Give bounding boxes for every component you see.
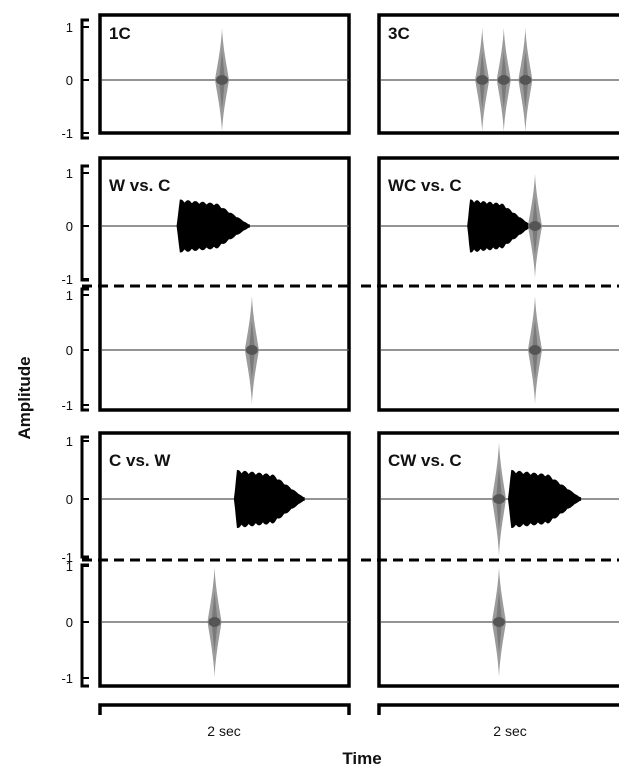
panel-label: 3C [388, 24, 410, 43]
click-event [244, 296, 259, 404]
y-tick-label: 1 [66, 288, 73, 303]
panel-c-vs-w: C vs. W [82, 431, 351, 688]
click-event [207, 567, 222, 677]
y-scale-5: 1 0 -1 [61, 559, 89, 688]
panel-label: 1C [109, 24, 131, 43]
click-event [492, 442, 506, 556]
y-scale-2: 1 0 -1 [61, 164, 89, 287]
track-1 [102, 199, 349, 253]
click-event [518, 28, 533, 132]
panel-label: W vs. C [109, 176, 170, 195]
panel-frame [377, 13, 619, 135]
y-tick-label: -1 [61, 126, 73, 141]
click-event [528, 296, 542, 404]
panel-frame [98, 156, 351, 412]
y-tick-label: 1 [66, 434, 73, 449]
scale-bar-label-right: 2 sec [493, 723, 526, 739]
track-2 [381, 296, 619, 404]
x-scale-bar-right: 2 sec [377, 703, 619, 739]
click-event [475, 28, 490, 132]
y-tick-label: 0 [66, 492, 73, 507]
panel-label: C vs. W [109, 451, 171, 470]
panel-wc-vs-c: WC vs. C [361, 156, 619, 412]
click-event [492, 567, 506, 677]
track-1 [381, 174, 619, 278]
y-tick-label: 0 [66, 219, 73, 234]
whistle-event [176, 199, 250, 253]
track-2 [102, 296, 349, 404]
click-event [215, 28, 230, 132]
panels-layer: 1C 3C W vs. C WC vs. C C vs. W CW vs. C [82, 13, 619, 688]
track-1 [381, 28, 619, 132]
x-scale-bar-left: 2 sec [98, 703, 351, 739]
track-1 [102, 469, 349, 529]
y-scale-1: 1 0 -1 [61, 18, 89, 141]
scale-bar-label-left: 2 sec [207, 723, 240, 739]
panel-w-vs-c: W vs. C [82, 156, 351, 412]
panel-label: CW vs. C [388, 451, 462, 470]
y-tick-label: 0 [66, 73, 73, 88]
y-tick-label: 1 [66, 559, 73, 574]
whistle-event [508, 469, 582, 529]
y-tick-label: 0 [66, 343, 73, 358]
x-axis-title: Time [342, 749, 381, 768]
y-tick-label: -1 [61, 272, 73, 287]
y-tick-label: 1 [66, 20, 73, 35]
y-tick-label: 0 [66, 615, 73, 630]
y-scale-3: 1 0 -1 [61, 287, 89, 413]
track-1 [381, 442, 619, 556]
ticks-layer: 10-110-110-110-110-1 [61, 18, 89, 688]
y-tick-label: 1 [66, 166, 73, 181]
y-tick-label: -1 [61, 671, 73, 686]
track-1 [102, 28, 349, 132]
panel-3c: 3C [377, 13, 619, 135]
whistle-event [233, 469, 305, 529]
click-event [496, 28, 511, 132]
y-axis-title: Amplitude [15, 356, 34, 439]
track-2 [102, 567, 349, 677]
click-event [528, 174, 542, 278]
y-tick-label: -1 [61, 550, 73, 565]
panel-cw-vs-c: CW vs. C [361, 431, 619, 688]
panel-label: WC vs. C [388, 176, 462, 195]
y-scale-4: 1 0 -1 [61, 434, 89, 565]
panel-1c: 1C [98, 13, 351, 135]
y-tick-label: -1 [61, 398, 73, 413]
panel-frame [377, 156, 619, 412]
track-2 [381, 567, 619, 677]
